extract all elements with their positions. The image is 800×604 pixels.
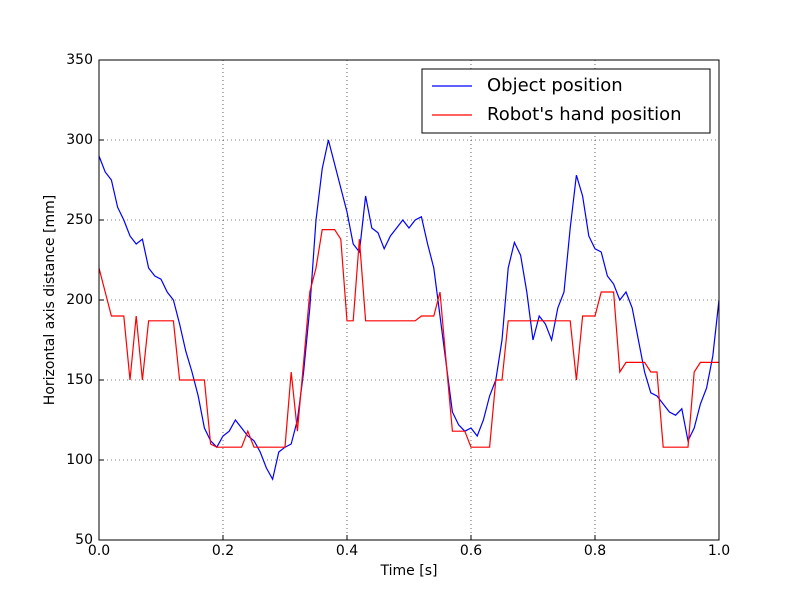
x-tick-label: 0.8 — [584, 543, 606, 559]
plot-frame — [98, 59, 720, 541]
legend-box — [421, 68, 711, 134]
y-tick-label: 100 — [66, 452, 93, 468]
x-tick-label: 0.0 — [88, 543, 110, 559]
line-series — [98, 229, 719, 448]
x-tick-label: 0.2 — [212, 543, 234, 559]
y-tick-label: 300 — [66, 132, 93, 148]
line-series — [98, 139, 720, 481]
y-tick-label: 200 — [66, 292, 93, 308]
y-axis-label: Horizontal axis distance [mm] — [42, 195, 58, 405]
y-tick-label: 150 — [66, 372, 93, 388]
legend-label: Object position — [487, 75, 623, 96]
legend-label: Robot's hand position — [487, 104, 682, 125]
x-tick-label: 0.6 — [460, 543, 482, 559]
y-tick-label: 250 — [66, 212, 93, 228]
x-tick-label: 0.4 — [336, 543, 358, 559]
x-axis-label: Time [s] — [380, 563, 438, 579]
y-tick-label: 50 — [75, 532, 93, 548]
y-tick-label: 350 — [66, 52, 93, 68]
x-tick-label: 1.0 — [708, 543, 730, 559]
